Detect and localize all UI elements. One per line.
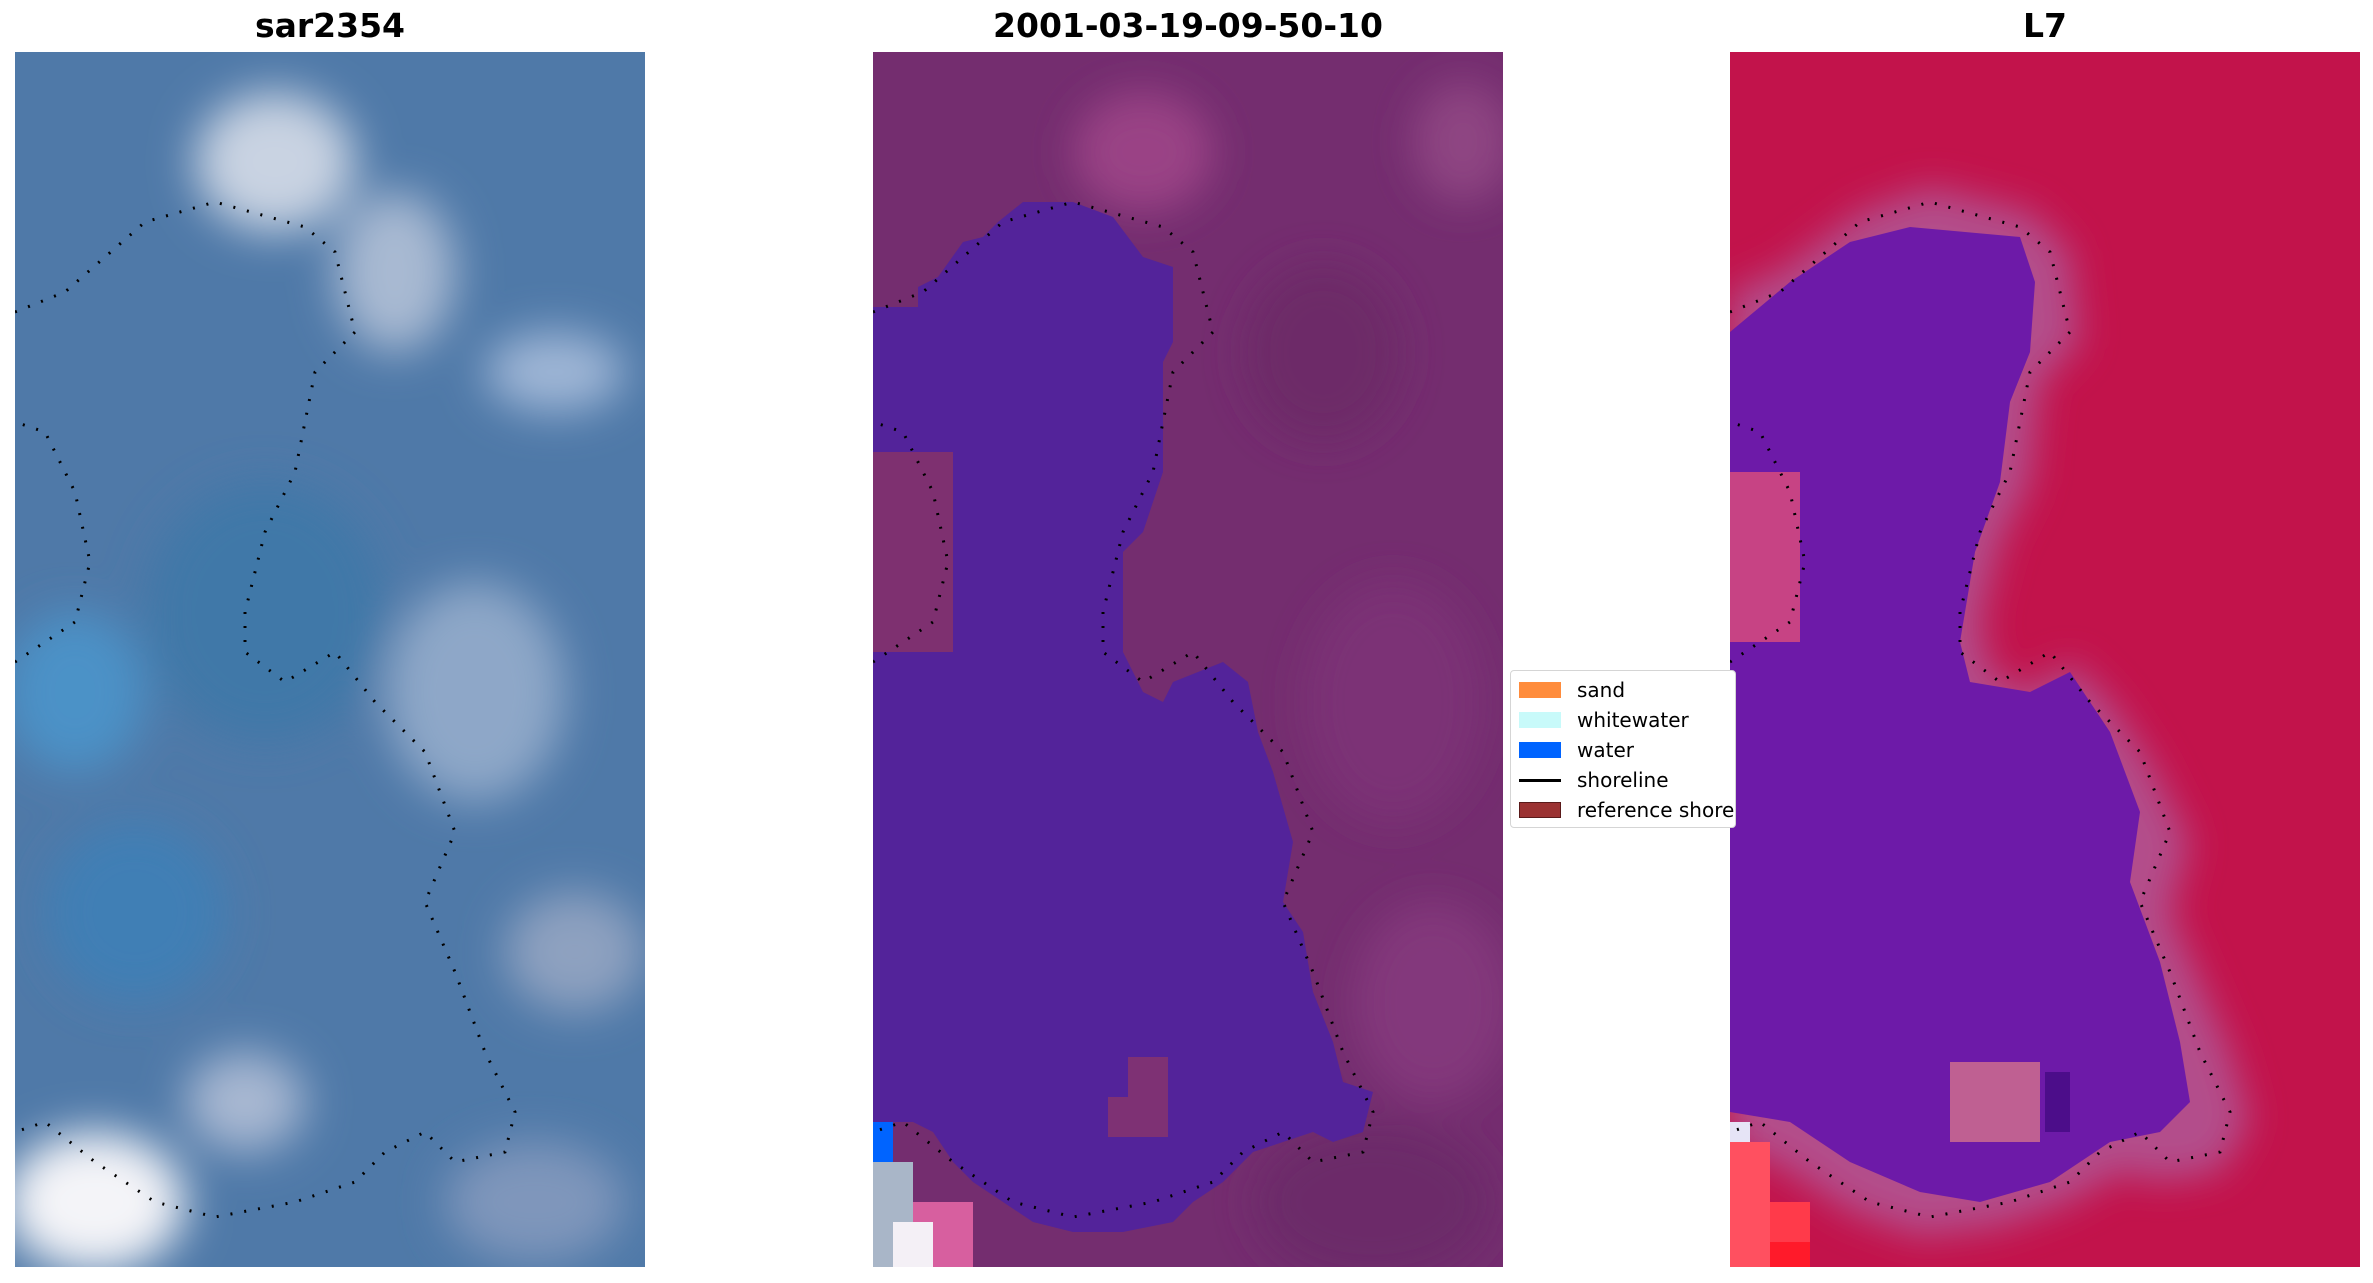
legend-item-shoreline: shoreline	[1519, 768, 1669, 792]
water-class-region	[1730, 227, 2190, 1202]
shoreline-path	[15, 200, 517, 1219]
shoreline-path	[873, 200, 1375, 1219]
panel-title-classified: 2001-03-19-09-50-10	[993, 6, 1383, 45]
legend-item-reference-shoreline: reference shoreline	[1519, 798, 1735, 822]
shoreline-path	[1730, 200, 2232, 1219]
legend-item-water: water	[1519, 738, 1634, 762]
legend-item-whitewater: whitewater	[1519, 708, 1689, 732]
legend-label: sand	[1577, 678, 1626, 702]
legend-item-sand: sand	[1519, 678, 1626, 702]
water-class-region	[873, 202, 1373, 1232]
legend-label: reference shoreline	[1577, 798, 1735, 822]
classified-image-panel	[873, 52, 1503, 1267]
index-image-panel	[1730, 52, 2360, 1267]
rgb-image-panel	[15, 52, 645, 1267]
water-swatch	[1519, 742, 1561, 758]
index-image	[1730, 52, 2360, 1267]
legend-label: shoreline	[1577, 768, 1669, 792]
whitewater-swatch	[1519, 712, 1561, 728]
legend-label: whitewater	[1577, 708, 1689, 732]
reference-shoreline-swatch	[1519, 802, 1561, 818]
shoreline-line-icon	[1519, 778, 1561, 782]
panel-title-index: L7	[2023, 6, 2067, 45]
legend-label: water	[1577, 738, 1634, 762]
sand-swatch	[1519, 682, 1561, 698]
classified-image	[873, 52, 1503, 1267]
rgb-image	[15, 52, 645, 1267]
panel-title-rgb: sar2354	[254, 6, 406, 45]
legend: sand whitewater water shoreline referenc…	[1510, 670, 1736, 828]
